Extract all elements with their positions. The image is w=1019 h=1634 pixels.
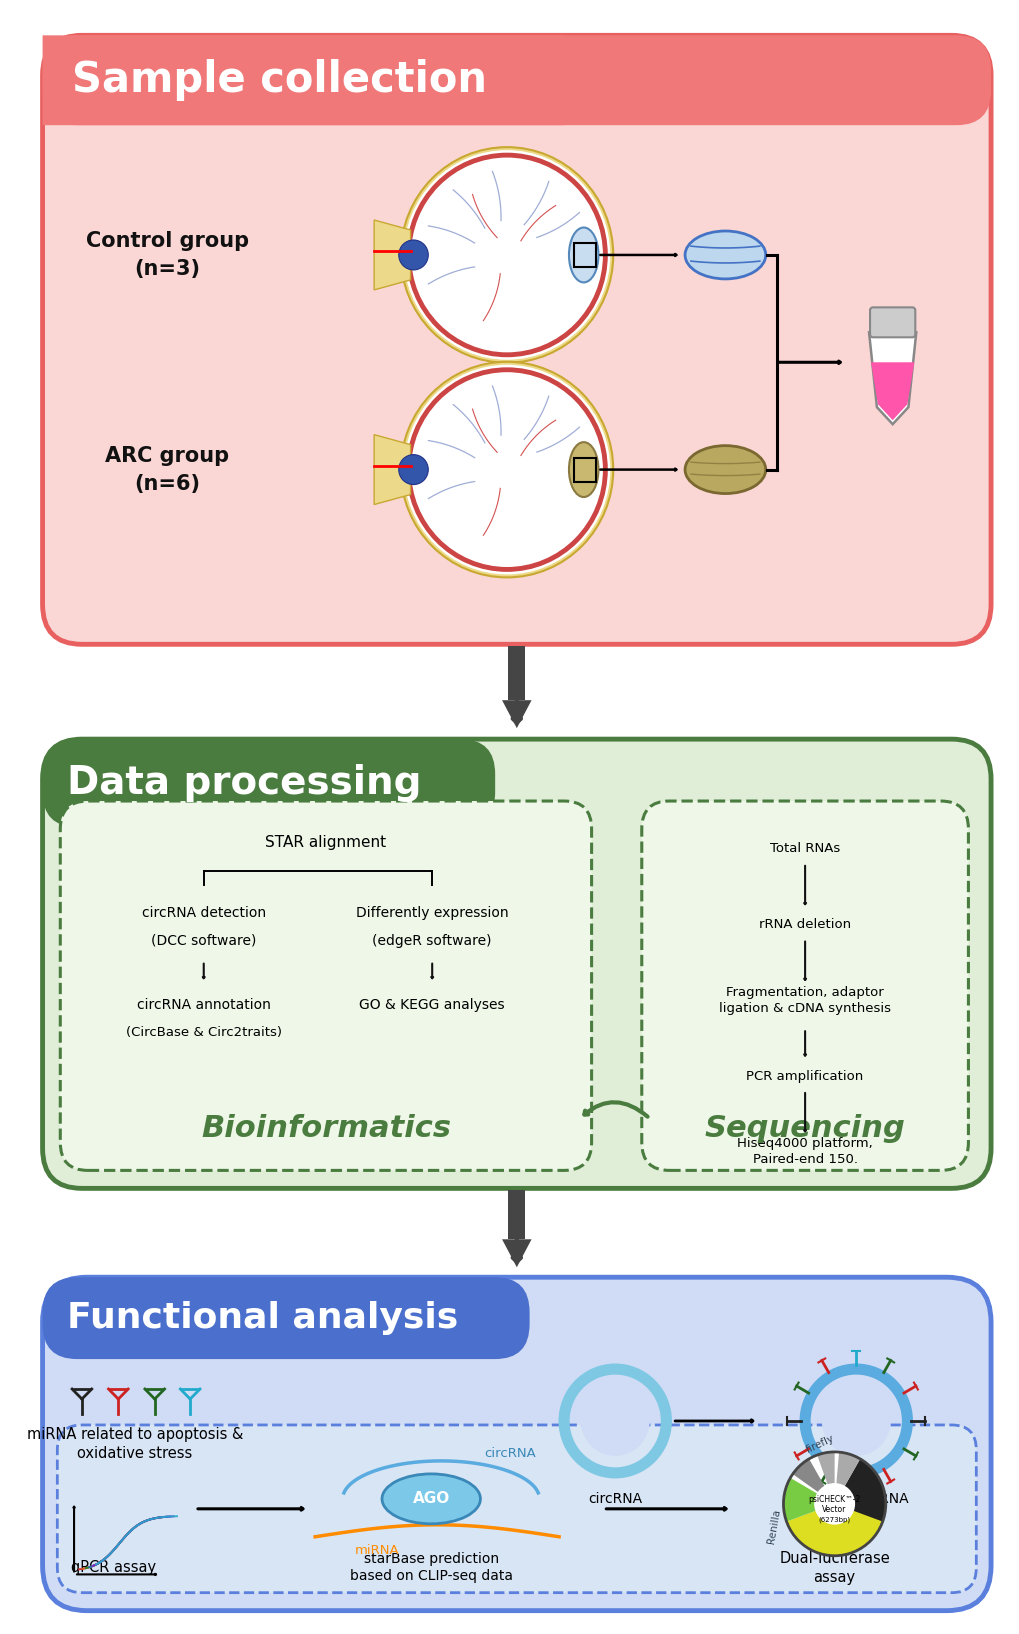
Bar — [574, 458, 595, 482]
Circle shape — [580, 1386, 649, 1456]
Ellipse shape — [569, 443, 598, 497]
Wedge shape — [792, 1459, 834, 1503]
Circle shape — [404, 364, 609, 575]
Text: Hiseq4000 platform,
Paired-end 150.: Hiseq4000 platform, Paired-end 150. — [737, 1137, 872, 1167]
FancyBboxPatch shape — [43, 36, 564, 126]
Text: circRNA annotation: circRNA annotation — [137, 998, 270, 1011]
FancyBboxPatch shape — [43, 1278, 529, 1359]
Text: Data processing: Data processing — [67, 765, 421, 802]
Circle shape — [400, 361, 612, 577]
Text: Sequencing: Sequencing — [704, 1114, 905, 1142]
Text: ARC group
(n=6): ARC group (n=6) — [105, 446, 229, 493]
Text: firefly: firefly — [803, 1433, 835, 1454]
FancyBboxPatch shape — [43, 36, 990, 126]
Ellipse shape — [685, 446, 765, 493]
Text: qPCR assay: qPCR assay — [70, 1560, 156, 1575]
Text: Bioinformatics: Bioinformatics — [201, 1114, 450, 1142]
Text: psiCHECK™-2: psiCHECK™-2 — [808, 1495, 860, 1505]
Text: Total RNAs: Total RNAs — [769, 843, 840, 856]
Polygon shape — [374, 221, 411, 289]
Text: circRNA: circRNA — [588, 1492, 642, 1507]
FancyBboxPatch shape — [43, 739, 494, 827]
Text: (6273bp): (6273bp) — [818, 1516, 850, 1523]
Text: GO & KEGG analyses: GO & KEGG analyses — [359, 998, 504, 1011]
Text: Vector: Vector — [821, 1505, 846, 1515]
FancyBboxPatch shape — [60, 801, 591, 1170]
Text: Control group
(n=3): Control group (n=3) — [86, 230, 249, 279]
Polygon shape — [501, 1239, 531, 1268]
Text: circRNA-miRNA: circRNA-miRNA — [803, 1492, 908, 1507]
Text: Sample collection: Sample collection — [72, 59, 487, 101]
Bar — [507, 647, 525, 701]
FancyBboxPatch shape — [43, 1278, 990, 1611]
Polygon shape — [868, 332, 915, 425]
Text: Fragmentation, adaptor
ligation & cDNA synthesis: Fragmentation, adaptor ligation & cDNA s… — [718, 985, 891, 1015]
Text: STAR alignment: STAR alignment — [265, 835, 386, 850]
Wedge shape — [816, 1453, 834, 1503]
Ellipse shape — [685, 230, 765, 279]
Polygon shape — [501, 701, 531, 729]
Polygon shape — [374, 435, 411, 505]
Text: Renilla: Renilla — [765, 1508, 781, 1544]
Text: miRNA: miRNA — [355, 1544, 399, 1557]
Ellipse shape — [569, 227, 598, 283]
FancyBboxPatch shape — [641, 801, 967, 1170]
FancyBboxPatch shape — [43, 36, 990, 644]
Text: (DCC software): (DCC software) — [151, 933, 256, 948]
Text: Functional analysis: Functional analysis — [67, 1301, 458, 1335]
Circle shape — [813, 1484, 854, 1525]
Circle shape — [411, 373, 603, 567]
Text: AGO: AGO — [413, 1492, 449, 1507]
Text: circRNA: circRNA — [484, 1448, 535, 1461]
Wedge shape — [834, 1459, 884, 1521]
Text: miRNA related to apoptosis &
oxidative stress: miRNA related to apoptosis & oxidative s… — [26, 1426, 243, 1461]
Text: PCR amplification: PCR amplification — [746, 1070, 863, 1083]
Text: starBase prediction
based on CLIP-seq data: starBase prediction based on CLIP-seq da… — [350, 1552, 513, 1583]
Bar — [507, 1190, 525, 1239]
Wedge shape — [834, 1453, 859, 1503]
Circle shape — [821, 1386, 890, 1456]
Circle shape — [404, 150, 609, 359]
Text: Dual-luciferase
assay: Dual-luciferase assay — [779, 1551, 890, 1585]
Text: Differently expression: Differently expression — [356, 905, 508, 920]
Text: (CircBase & Circ2traits): (CircBase & Circ2traits) — [125, 1026, 281, 1039]
Bar — [574, 243, 595, 266]
Circle shape — [411, 157, 603, 353]
Circle shape — [783, 1453, 884, 1556]
Circle shape — [398, 454, 428, 485]
Wedge shape — [786, 1503, 884, 1556]
Circle shape — [400, 147, 612, 363]
Text: (edgeR software): (edgeR software) — [372, 933, 491, 948]
Wedge shape — [783, 1477, 834, 1521]
FancyBboxPatch shape — [43, 739, 990, 1188]
FancyBboxPatch shape — [57, 1425, 975, 1593]
Text: rRNA deletion: rRNA deletion — [758, 918, 850, 931]
Text: circRNA detection: circRNA detection — [142, 905, 266, 920]
Ellipse shape — [382, 1474, 480, 1525]
Circle shape — [398, 240, 428, 270]
Polygon shape — [870, 363, 913, 420]
FancyBboxPatch shape — [869, 307, 914, 337]
